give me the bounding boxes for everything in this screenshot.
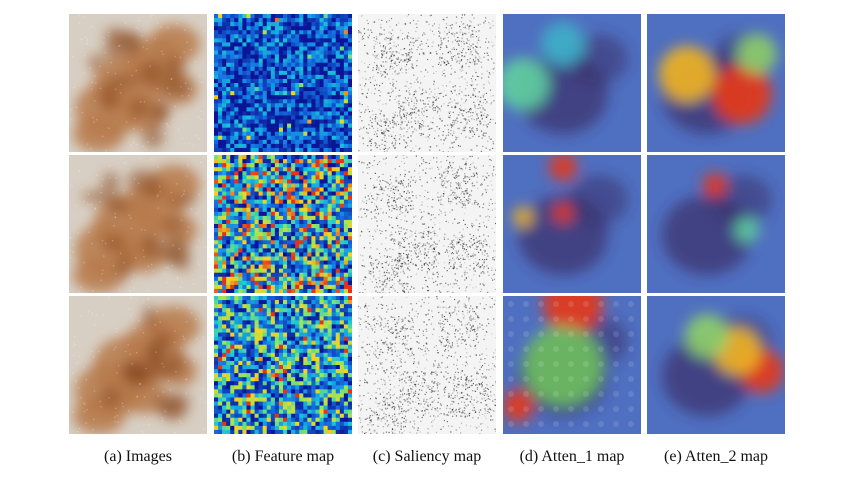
dermoscopy-image-row-1 <box>69 14 207 152</box>
atten2-map-row-2 <box>647 155 785 293</box>
caption-saliency-map: (c) Saliency map <box>372 448 482 465</box>
feature-map-row-3 <box>214 296 352 434</box>
caption-feature-map: (b) Feature map <box>231 448 335 465</box>
caption-atten2-map: (e) Atten_2 map <box>664 448 768 465</box>
atten2-map-row-1 <box>647 14 785 152</box>
dermoscopy-image-row-2 <box>69 155 207 293</box>
saliency-map-row-2 <box>358 155 496 293</box>
feature-map-row-1 <box>214 14 352 152</box>
caption-images: (a) Images <box>104 448 172 465</box>
atten1-map-row-1 <box>503 14 641 152</box>
dermoscopy-image-row-3 <box>69 296 207 434</box>
saliency-map-row-3 <box>358 296 496 434</box>
caption-atten1-map: (d) Atten_1 map <box>519 448 625 465</box>
saliency-map-row-1 <box>358 14 496 152</box>
atten2-map-row-3 <box>647 296 785 434</box>
feature-map-row-2 <box>214 155 352 293</box>
atten1-map-row-3 <box>503 296 641 434</box>
atten1-map-row-2 <box>503 155 641 293</box>
